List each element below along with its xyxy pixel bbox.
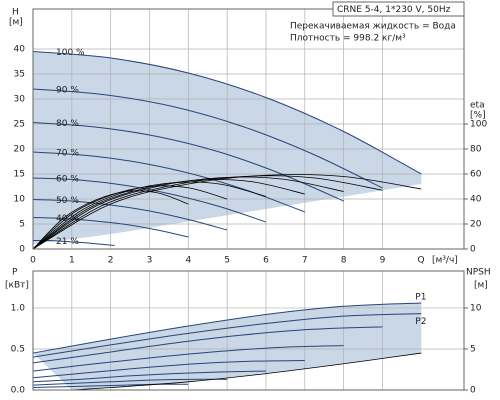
y-tick-label: 40	[14, 45, 26, 55]
speed-label: 100 %	[56, 48, 85, 58]
speed-label: 50 %	[56, 196, 79, 206]
y-tick-label: 0.0	[11, 386, 26, 396]
plot-frame	[32, 270, 465, 391]
curve	[32, 88, 383, 189]
y2-tick-label: 40	[470, 195, 482, 205]
x-tick-label: 8	[341, 256, 347, 266]
x-tick-label: 4	[185, 256, 191, 266]
secondary-curve	[32, 185, 228, 250]
curve	[32, 359, 305, 379]
x-tick-label: 1	[69, 256, 75, 266]
x-tick-label: 7	[302, 256, 308, 266]
curve	[32, 51, 422, 175]
speed-label: 40 %	[56, 214, 79, 224]
x-axis-label: Q	[417, 256, 424, 266]
curve	[32, 177, 267, 223]
y2-tick-label: 10	[470, 303, 482, 313]
curve	[32, 239, 115, 246]
curve	[32, 326, 383, 364]
annotation: Плотность = 998.2 кг/м³	[290, 34, 406, 44]
curve	[32, 378, 228, 386]
y-tick-label: 15	[14, 170, 25, 180]
y-tick-label: 35	[14, 70, 25, 80]
chart-title: CRNE 5-4, 1*230 V, 50Hz	[337, 5, 451, 15]
y2-axis-unit: [м]	[474, 281, 488, 291]
plot-frame	[32, 8, 465, 250]
y2-tick-label: 0	[470, 386, 476, 396]
secondary-curve	[32, 181, 267, 250]
y-tick-label: 5	[19, 220, 25, 230]
curve	[32, 199, 228, 231]
secondary-curve	[32, 174, 422, 250]
curve	[32, 302, 422, 354]
x-tick-label: 9	[380, 256, 386, 266]
y-tick-label: 30	[14, 95, 26, 105]
y-tick-label: 20	[14, 145, 26, 155]
y-axis-label: P	[12, 268, 18, 278]
secondary-curve	[32, 190, 189, 250]
y-tick-label: 1.0	[11, 303, 26, 313]
speed-label: 70 %	[56, 149, 79, 159]
y2-tick-label: 0	[470, 245, 476, 255]
title-box	[332, 1, 465, 17]
y2-tick-label: 20	[470, 220, 482, 230]
y2-tick-label: 100	[470, 120, 487, 130]
y2-tick-label: 80	[470, 145, 482, 155]
speed-label: 21 %	[56, 237, 79, 247]
secondary-curve	[71, 352, 422, 391]
x-tick-label: 2	[108, 256, 114, 266]
y2-axis-unit: [%]	[470, 111, 486, 121]
y-tick-label: 25	[14, 120, 25, 130]
curve	[32, 217, 189, 238]
curve	[32, 370, 266, 383]
y2-axis-label: NPSH	[466, 268, 491, 278]
y-tick-label: 0	[19, 245, 25, 255]
curve	[32, 122, 344, 202]
x-tick-label: 5	[224, 256, 230, 266]
y-axis-unit: [кВт]	[5, 281, 29, 291]
curve-label: P1	[415, 293, 426, 303]
x-tick-label: 6	[263, 256, 269, 266]
curve	[32, 313, 422, 358]
y-axis-label: H	[12, 8, 19, 18]
curve	[32, 345, 344, 372]
y-axis-unit: [м]	[9, 18, 23, 28]
y2-axis-label: eta	[470, 101, 485, 111]
x-tick-label: 0	[30, 256, 36, 266]
y2-tick-label: 60	[470, 170, 482, 180]
speed-label: 60 %	[56, 175, 79, 185]
x-axis-unit: [м³/ч]	[432, 256, 458, 266]
curve-label: P2	[415, 317, 426, 327]
y-tick-label: 0.5	[11, 344, 25, 354]
y-tick-label: 10	[14, 195, 26, 205]
speed-label: 80 %	[56, 119, 79, 129]
y2-tick-label: 5	[470, 344, 476, 354]
speed-label: 90 %	[56, 86, 79, 96]
annotation: Перекачиваемая жидкость = Вода	[290, 22, 456, 32]
x-tick-label: 3	[147, 256, 153, 266]
secondary-curve	[32, 179, 305, 250]
